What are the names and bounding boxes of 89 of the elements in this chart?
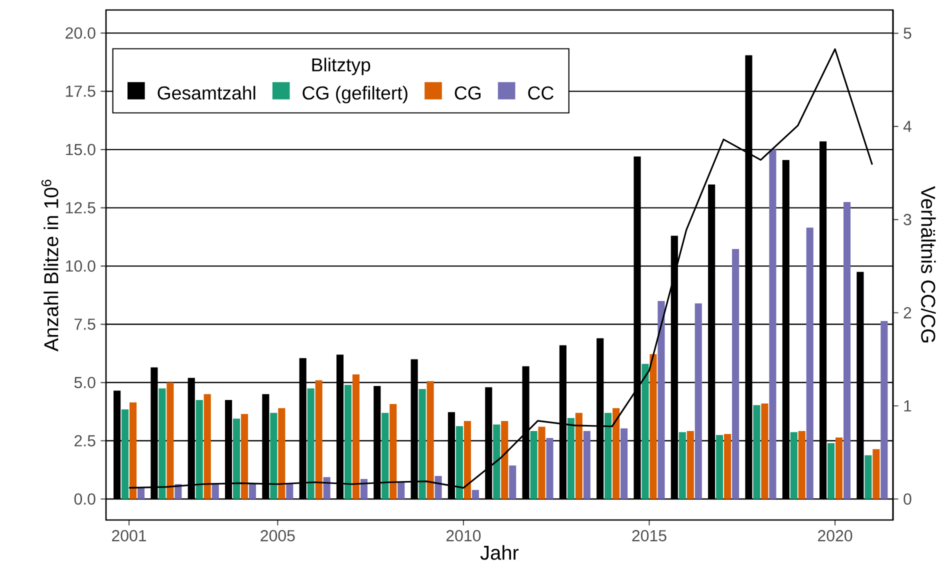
y-tick-label: 15.0 (66, 144, 96, 156)
bar (828, 443, 835, 500)
x-tick-label: 2020 (818, 530, 852, 542)
bar (575, 412, 582, 500)
y-tick-label: 0.0 (74, 493, 96, 505)
legend-title: Blitztyp (312, 58, 370, 76)
bar (360, 478, 368, 500)
x-tick-label: 2005 (260, 530, 295, 542)
bar (286, 484, 294, 500)
y-axis-title: Anzahl Blitze in 10$^{6}$ (41, 180, 58, 352)
bar (232, 418, 240, 500)
bar (278, 408, 286, 500)
x-tick-label: 2010 (446, 530, 481, 542)
bar (240, 414, 248, 500)
bar (642, 364, 649, 500)
bar (315, 380, 322, 500)
y2-tick-label: 0 (904, 493, 912, 505)
bar (390, 404, 397, 500)
bar (753, 405, 760, 500)
bar (538, 426, 546, 500)
x-tick-label: 2001 (112, 530, 146, 542)
bar (658, 300, 665, 500)
bar (158, 388, 166, 500)
y-tick-label: 12.5 (66, 202, 96, 214)
bar (493, 424, 500, 500)
bar (790, 432, 798, 500)
x-axis-title: Jahr (480, 545, 519, 560)
bar (724, 434, 732, 500)
bar (530, 430, 538, 500)
bar (583, 430, 590, 500)
bar (344, 384, 352, 500)
bar (880, 321, 888, 500)
x-tick-label: 2015 (632, 530, 666, 542)
bar (620, 428, 628, 500)
bar (798, 430, 806, 500)
bar (501, 420, 508, 500)
legend-label: CG (454, 86, 481, 100)
y2-tick-label: 5 (904, 28, 912, 39)
bar (509, 465, 516, 500)
y2-tick-label: 4 (903, 120, 912, 132)
bar (166, 382, 174, 500)
bar (716, 434, 724, 500)
y2-tick-label: 2 (904, 307, 912, 318)
bar (434, 476, 442, 500)
bar (130, 402, 137, 500)
bar (806, 228, 814, 500)
bar (307, 388, 314, 500)
bar (456, 426, 463, 500)
bar (769, 150, 776, 500)
bar (678, 432, 686, 500)
legend-label: CC (528, 86, 554, 100)
y2-tick-label: 3 (904, 214, 912, 226)
bar (732, 249, 740, 500)
bar (546, 438, 554, 500)
legend-label: CG (gefiltert) (302, 86, 408, 104)
bar (418, 389, 426, 500)
y2-axis-title: Verhältnis CC/CG (921, 186, 936, 342)
bar (567, 418, 574, 500)
bar (604, 412, 612, 500)
y-tick-label: 17.5 (66, 86, 96, 97)
bar (196, 400, 203, 500)
legend-label: Gesamtzahl (158, 86, 256, 100)
y-tick-label: 5.0 (74, 376, 96, 388)
bar (398, 482, 405, 500)
bar (426, 381, 434, 500)
bar (248, 484, 256, 500)
bar (137, 488, 145, 500)
y-tick-label: 10.0 (66, 260, 96, 272)
bar (761, 404, 768, 500)
bar (472, 490, 479, 500)
bar (835, 438, 843, 500)
bar (872, 449, 880, 500)
bar (612, 408, 620, 500)
bar (694, 303, 702, 500)
bar (352, 374, 360, 500)
bar (323, 477, 330, 500)
bar (464, 420, 471, 500)
bar (270, 412, 278, 500)
y-tick-label: 2.5 (74, 435, 96, 446)
bar (122, 409, 129, 500)
bar (204, 394, 211, 500)
y-tick-label: 7.5 (74, 318, 96, 330)
bar (650, 354, 657, 500)
bar (864, 455, 872, 500)
y-tick-label: 20.0 (66, 27, 96, 39)
bar (686, 430, 694, 500)
bar (382, 412, 389, 500)
y2-tick-label: 1 (904, 400, 912, 412)
bar (843, 202, 851, 500)
